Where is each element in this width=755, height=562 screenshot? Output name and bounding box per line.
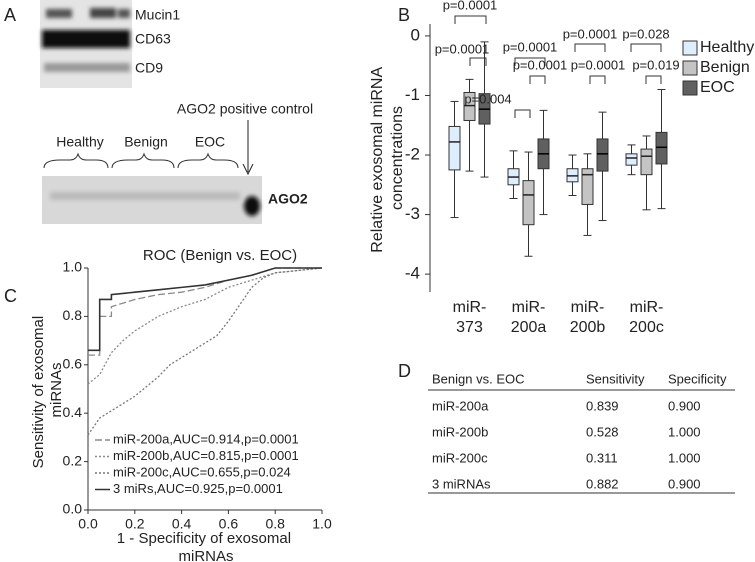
bracket [630,43,662,52]
annotation: p=0.019 [632,57,679,72]
table-header: Specificity [668,371,727,386]
y-tick-label: 0 [411,25,420,44]
y-tick-label: 0.4 [63,404,83,420]
x-tick-label: 0.4 [172,516,192,532]
panel-letter: B [398,5,410,25]
y-axis-label: Sensitivity of exosomal miRNAs [30,312,65,469]
blot-label: Mucin1 [135,7,180,23]
legend-swatch [682,80,698,96]
roc-curve [87,267,323,385]
table-header: Sensitivity [586,371,645,386]
annotation: p=0.0001 [435,41,490,56]
y-tick-label: -1 [405,85,420,104]
group-label: EOC [195,134,225,150]
box [463,91,476,121]
annotation: p=0.028 [622,26,669,41]
table-cell: 1.000 [668,424,701,439]
table-cell: 0.839 [586,398,619,413]
legend-label: miR-200b,AUC=0.815,p=0.0001 [113,448,299,463]
x-tick-label: 0.0 [78,516,98,532]
blot-bands [50,192,260,216]
bracket [469,57,487,66]
box [655,131,668,165]
x-tick-label: 0.6 [219,516,239,532]
legend-swatch [682,60,698,76]
legend-label: 3 miRs,AUC=0.925,p=0.0001 [113,481,283,496]
table-cell: miR-200a [432,398,489,413]
box [596,138,609,172]
x-axis-label: 1 - Specificity of exosomal miRNAs [117,530,295,562]
annotation: p=0.0001 [513,57,568,72]
blot-label: CD9 [135,60,163,76]
panel-a: A Mucin1 CD63 CD9 AGO2 positive control … [4,0,313,224]
roc-curve [88,267,322,352]
y-tick-label: 0.0 [63,501,83,517]
panel-letter: C [4,286,17,306]
table-cell: 0.311 [586,450,618,465]
annotation: p=0.0001 [503,39,558,54]
bracket [514,109,531,118]
y-tick-label: 0.2 [63,452,83,468]
y-tick-label: -4 [405,264,420,283]
y-tick-label: 0.6 [63,356,83,372]
roc-curve [87,267,323,436]
arrow [242,120,254,176]
x-tick-label: 0.2 [125,516,145,532]
annotation: p=0.004 [464,91,511,106]
x-tick-label: miR-200a [511,299,547,336]
group-label: Healthy [56,134,103,150]
panel-letter: A [4,5,16,25]
x-tick-label: miR-373 [453,299,487,336]
annotation: p=0.0001 [571,57,626,72]
brace [43,152,239,169]
table-cell: 1.000 [668,450,701,465]
bracket [589,75,606,84]
roc-curve [88,267,322,356]
legend-label: Benign [700,59,750,76]
table-cell: miR-200b [432,424,488,439]
table-cell: 3 miRNAs [432,476,491,491]
legend-label: miR-200a,AUC=0.914,p=0.0001 [113,431,299,446]
y-tick-label: 0.8 [63,307,83,323]
box [448,125,461,171]
legend-label: Healthy [700,39,754,56]
table-cell: 0.528 [586,424,619,439]
x-tick-label: miR-200b [570,299,606,336]
table-cell: 0.900 [668,398,701,413]
blot-bands [42,8,130,72]
y-tick-label: -2 [405,145,420,164]
box [522,180,535,226]
x-tick-label: 0.8 [265,516,285,532]
bracket [454,15,487,24]
group-label: Benign [124,134,168,150]
control-label: AGO2 positive control [177,101,313,117]
bracket [574,43,606,52]
table-cell: 0.900 [668,476,701,491]
x-tick-label: miR-200c [629,299,664,336]
legend-label: EOC [700,79,735,96]
x-tick-label: 1.0 [312,516,332,532]
annotation: p=0.0001 [443,0,498,12]
box [581,168,594,205]
y-tick-label: -3 [405,204,420,223]
y-axis-label: Relative exosomal miRNA concentrations [369,63,406,252]
y-tick-label: 1.0 [63,259,83,275]
bracket [514,57,546,66]
box [625,153,638,166]
panel-letter: D [398,361,411,381]
table-cell: miR-200c [432,450,488,465]
blot-label: AGO2 [268,191,308,207]
bracket [645,75,662,84]
legend-label: miR-200c,AUC=0.655,p=0.024 [113,464,291,479]
annotation: p=0.0001 [563,26,618,41]
table-cell: 0.882 [586,476,619,491]
chart-title: ROC (Benign vs. EOC) [143,247,297,264]
table-header: Benign vs. EOC [432,371,525,386]
box [640,148,653,176]
legend-swatch [682,40,698,56]
bracket [529,75,546,84]
panel-d: D Benign vs. EOC Sensitivity Specificity mi… [398,361,735,494]
blot-label: CD63 [135,31,171,47]
